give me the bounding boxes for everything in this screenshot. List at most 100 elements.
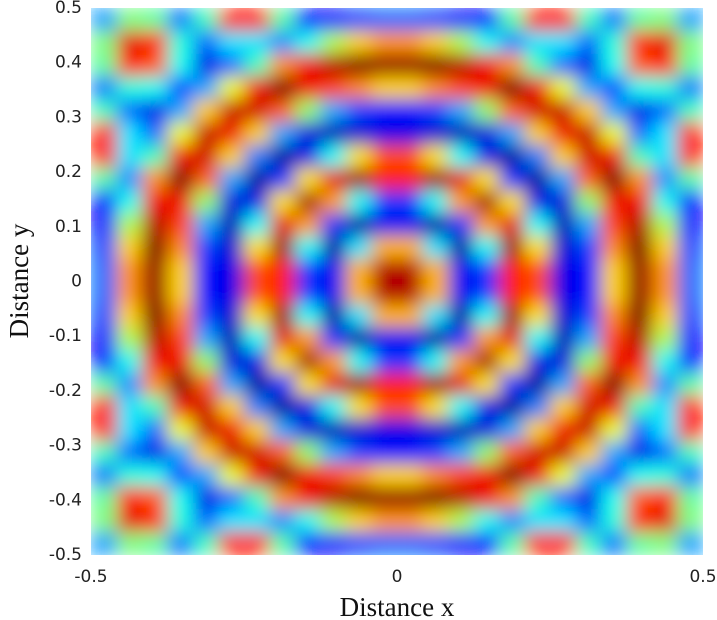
heatmap-cell bbox=[626, 213, 653, 237]
heatmap-cell bbox=[550, 441, 577, 465]
heatmap-cell bbox=[677, 213, 703, 237]
heatmap-cell bbox=[499, 486, 526, 511]
heatmap-cell bbox=[422, 167, 449, 191]
heatmap-cell bbox=[397, 395, 424, 419]
heatmap-cell bbox=[499, 76, 526, 100]
heatmap-cell bbox=[473, 441, 500, 465]
heatmap-cell bbox=[473, 304, 500, 328]
y-tick-label: 0.1 bbox=[55, 217, 82, 237]
heatmap-cell bbox=[116, 349, 143, 374]
heatmap-cell bbox=[677, 395, 703, 419]
heatmap-cell bbox=[422, 144, 449, 169]
heatmap-cell bbox=[142, 349, 169, 374]
heatmap-cell bbox=[397, 121, 424, 146]
heatmap-cell bbox=[295, 258, 322, 283]
heatmap-cell bbox=[320, 167, 347, 191]
heatmap-cell bbox=[218, 304, 245, 328]
heatmap-cell bbox=[346, 76, 373, 100]
heatmap-cell bbox=[626, 395, 653, 419]
heatmap-cell bbox=[626, 30, 653, 55]
heatmap-cell bbox=[167, 372, 194, 397]
heatmap-cell bbox=[295, 281, 322, 305]
heatmap-cell bbox=[244, 486, 271, 511]
heatmap-cell bbox=[218, 418, 245, 442]
heatmap-cell bbox=[601, 441, 628, 465]
heatmap-cell bbox=[448, 8, 475, 32]
heatmap-cell bbox=[371, 532, 398, 555]
heatmap-cell bbox=[422, 395, 449, 419]
heatmap-cell bbox=[320, 53, 347, 77]
heatmap-cell bbox=[652, 213, 679, 237]
heatmap-cell bbox=[524, 418, 551, 442]
heatmap-cell bbox=[320, 76, 347, 100]
heatmap-cell bbox=[193, 372, 220, 397]
heatmap-cell bbox=[550, 486, 577, 511]
heatmap-cell bbox=[473, 327, 500, 351]
heatmap-cell bbox=[142, 53, 169, 77]
heatmap-cell bbox=[626, 8, 653, 32]
heatmap-cell bbox=[550, 532, 577, 555]
heatmap-cell bbox=[499, 190, 526, 214]
heatmap-cell bbox=[524, 30, 551, 55]
heatmap-cell bbox=[422, 30, 449, 55]
heatmap-cell bbox=[575, 53, 602, 77]
heatmap-cell bbox=[524, 486, 551, 511]
heatmap-cell bbox=[142, 167, 169, 191]
heatmap-cell bbox=[193, 144, 220, 169]
heatmap-cell bbox=[142, 486, 169, 511]
heatmap-cell bbox=[91, 418, 118, 442]
heatmap-cell bbox=[473, 53, 500, 77]
heatmap-cell bbox=[626, 327, 653, 351]
heatmap-cell bbox=[91, 441, 118, 465]
heatmap-cell bbox=[142, 76, 169, 100]
heatmap-cell bbox=[473, 8, 500, 32]
heatmap-cell bbox=[550, 30, 577, 55]
heatmap-cell bbox=[142, 144, 169, 169]
heatmap-cell bbox=[677, 327, 703, 351]
heatmap-cell bbox=[499, 304, 526, 328]
heatmap-cell bbox=[295, 486, 322, 511]
heatmap-cell bbox=[652, 327, 679, 351]
heatmap-cell bbox=[524, 144, 551, 169]
heatmap-cell bbox=[167, 395, 194, 419]
heatmap-cell bbox=[244, 235, 271, 260]
heatmap-cell bbox=[397, 281, 424, 305]
heatmap-cell bbox=[167, 258, 194, 283]
heatmap-cell bbox=[193, 441, 220, 465]
heatmap-cell bbox=[244, 372, 271, 397]
heatmap-cell bbox=[116, 463, 143, 488]
heatmap-cell bbox=[677, 53, 703, 77]
heatmap-cell bbox=[116, 167, 143, 191]
heatmap-cell bbox=[346, 30, 373, 55]
heatmap-cell bbox=[652, 304, 679, 328]
heatmap-cell bbox=[575, 8, 602, 32]
x-tick-label: 0.5 bbox=[689, 567, 716, 587]
heatmap-cell bbox=[91, 327, 118, 351]
heatmap-cell bbox=[269, 395, 296, 419]
heatmap-cell bbox=[142, 304, 169, 328]
heatmap-cell bbox=[269, 486, 296, 511]
heatmap-cell bbox=[371, 76, 398, 100]
heatmap-cell bbox=[91, 486, 118, 511]
heatmap-cell bbox=[499, 30, 526, 55]
heatmap-cell bbox=[295, 53, 322, 77]
heatmap-cell bbox=[295, 509, 322, 533]
heatmap-cell bbox=[601, 167, 628, 191]
heatmap-cell bbox=[422, 441, 449, 465]
heatmap-cell bbox=[601, 99, 628, 123]
heatmap-cell bbox=[218, 144, 245, 169]
heatmap-cell bbox=[320, 441, 347, 465]
heatmap-cell bbox=[473, 167, 500, 191]
heatmap-cell bbox=[473, 349, 500, 374]
heatmap-cell bbox=[550, 76, 577, 100]
heatmap-cell bbox=[626, 509, 653, 533]
heatmap-cell bbox=[499, 167, 526, 191]
heatmap-cell bbox=[677, 258, 703, 283]
heatmap-cell bbox=[269, 53, 296, 77]
heatmap-cell bbox=[473, 76, 500, 100]
heatmap-cell bbox=[320, 349, 347, 374]
heatmap-cell bbox=[601, 509, 628, 533]
heatmap-cell bbox=[91, 509, 118, 533]
heatmap-cell bbox=[652, 349, 679, 374]
